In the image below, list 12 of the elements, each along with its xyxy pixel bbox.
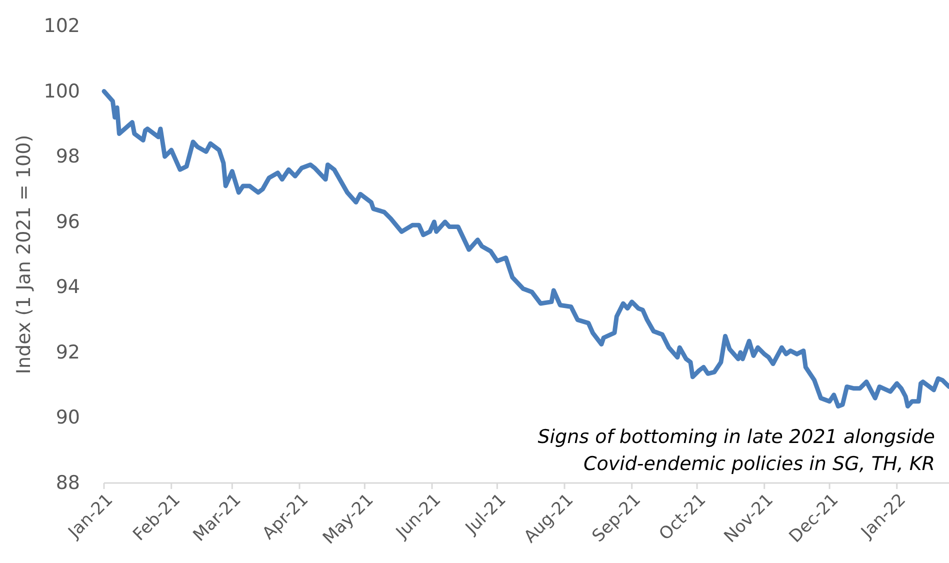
annotation: Covid-endemic policies in SG, TH, KR (583, 453, 935, 475)
y-tick-label: 100 (44, 80, 80, 102)
y-tick-label: 102 (44, 15, 80, 37)
y-tick-label: 92 (56, 341, 80, 364)
annotation: Signs of bottoming in late 2021 alongside (538, 426, 935, 448)
y-tick-label: 98 (56, 146, 80, 168)
y-axis-title: Index (1 Jan 2021 = 100) (13, 134, 35, 374)
y-tick-label: 90 (56, 406, 80, 429)
y-tick-label: 94 (56, 276, 80, 298)
line-series (102, 89, 949, 409)
y-tick-label: 88 (56, 472, 80, 494)
y-tick-label: 96 (56, 210, 80, 233)
